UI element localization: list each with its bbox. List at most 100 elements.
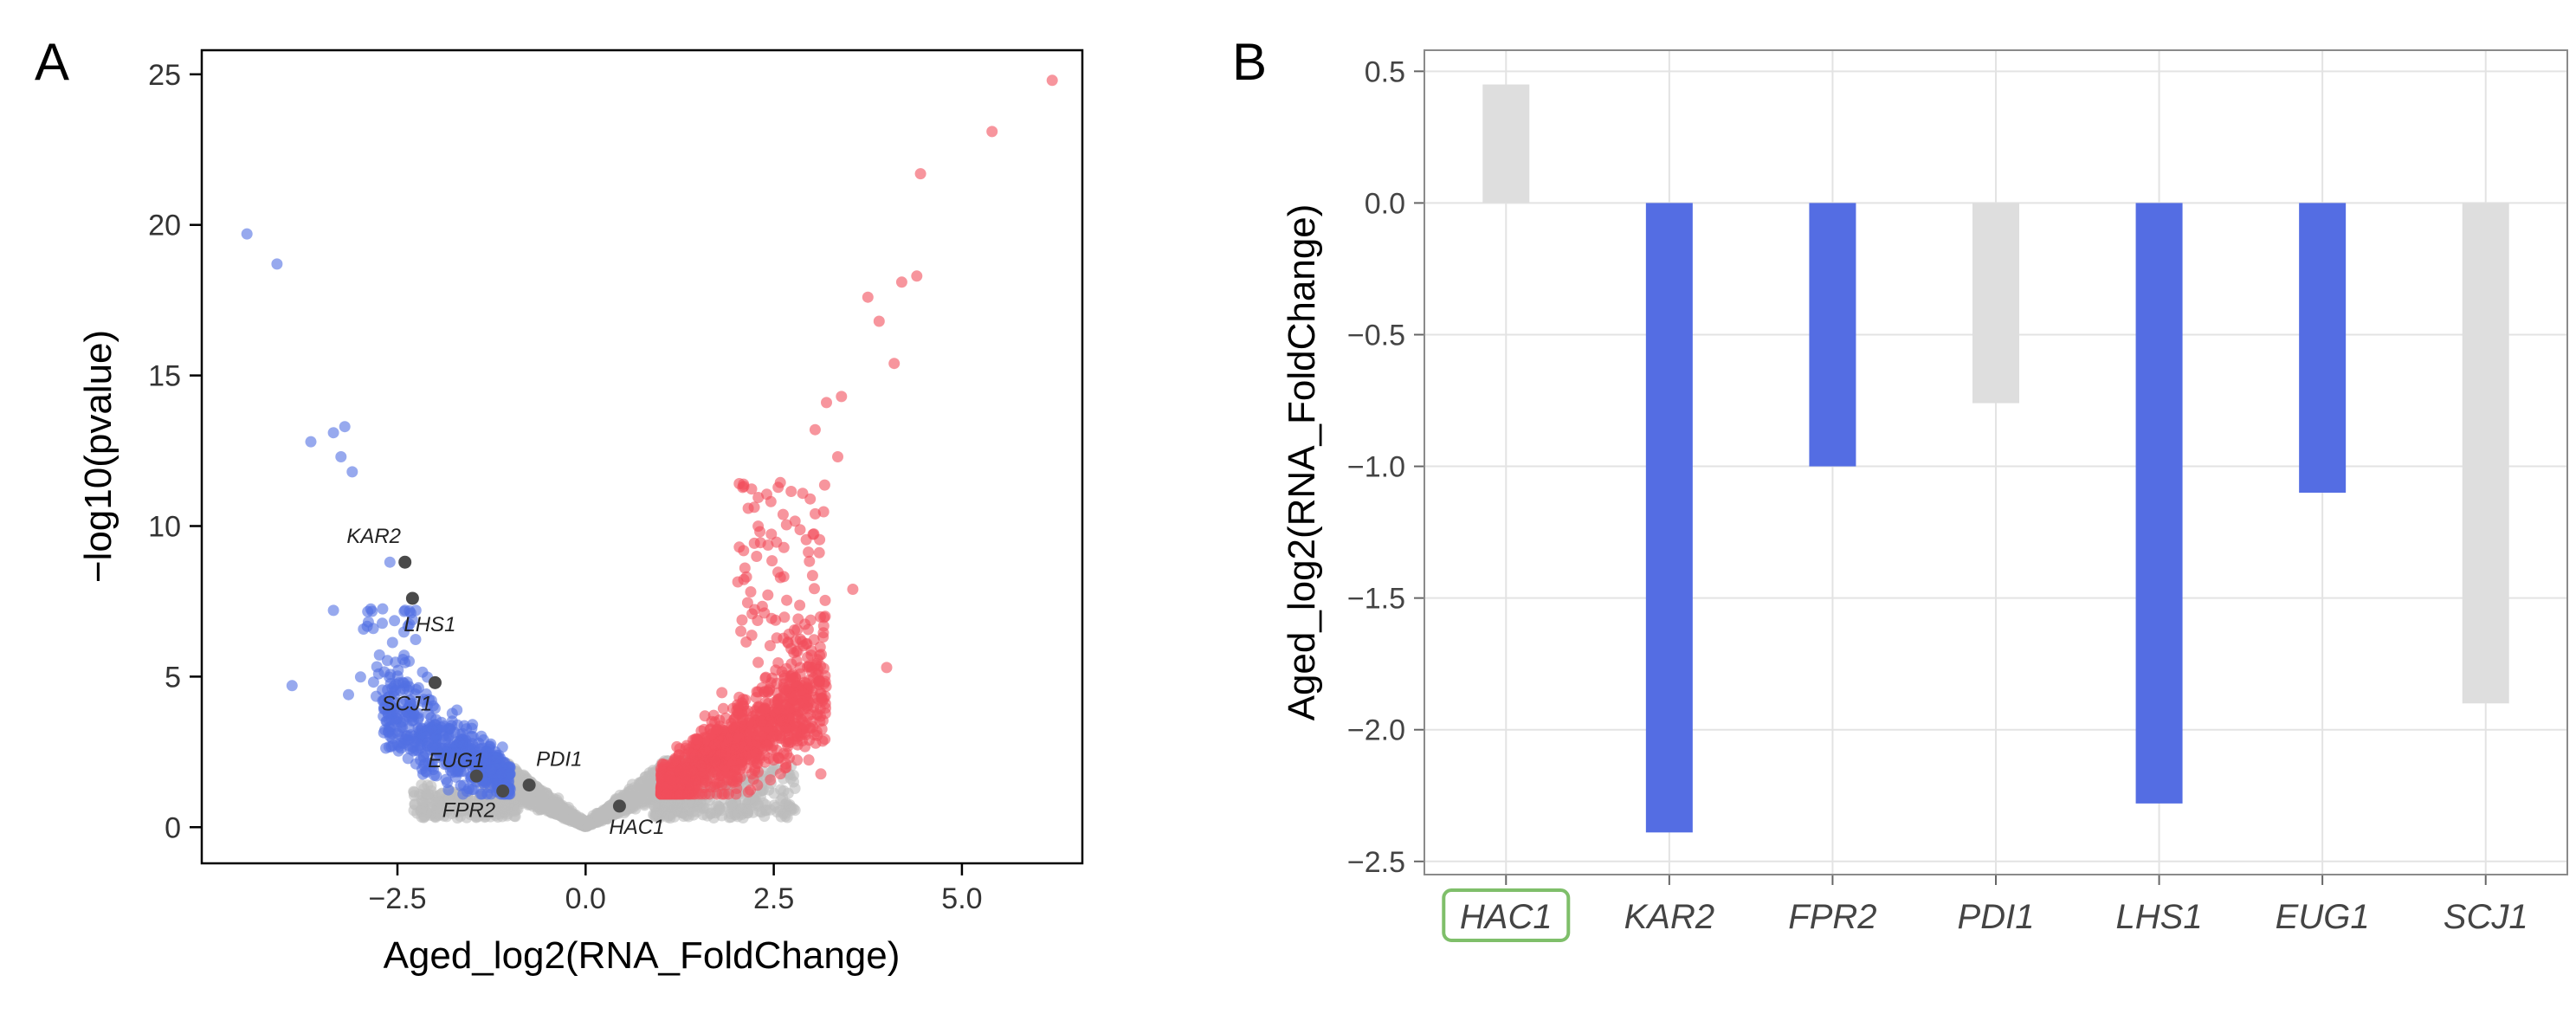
volcano-point-up (814, 641, 826, 653)
bar-chart-bars (1482, 84, 2509, 833)
volcano-point-up (821, 397, 832, 409)
volcano-point-up (766, 555, 778, 567)
volcano-point-ns (512, 803, 524, 815)
bar-chart-x-tick-label: HAC1 (1460, 898, 1553, 936)
volcano-point-up (873, 315, 885, 327)
bar-chart-frame (1424, 49, 2568, 875)
volcano-point-up (689, 751, 701, 763)
volcano-point-down (422, 737, 434, 749)
volcano-point-down (481, 788, 494, 800)
volcano-point-up (754, 537, 766, 549)
volcano-point-up (800, 533, 812, 546)
volcano-point-down (437, 731, 449, 742)
bar-chart-x-ticks: HAC1 KAR2 FPR2 PDI1 LHS1 EUG1 SCJ1 (1442, 875, 2528, 942)
volcano-point-up (765, 774, 777, 786)
volcano-point-up (716, 687, 728, 699)
volcano-point-down (457, 788, 469, 800)
volcano-point-down (367, 676, 379, 688)
volcano-point-down (327, 427, 339, 439)
volcano-y-tick-label: 15 (148, 360, 181, 393)
volcano-gene-label-hac1: HAC1 (609, 816, 664, 839)
volcano-point-up (761, 488, 772, 501)
volcano-point-up (671, 740, 683, 752)
volcano-point-up (753, 701, 765, 714)
volcano-point-up (763, 752, 775, 765)
volcano-highlight-point-scj1 (428, 675, 442, 689)
volcano-point-up (752, 615, 764, 626)
volcano-point-up (815, 768, 827, 780)
volcano-point-up (719, 760, 731, 772)
volcano-point-up (764, 640, 776, 652)
volcano-point-up (772, 481, 784, 494)
volcano-point-down (442, 749, 454, 761)
bar-chart-x-tick-label: LHS1 (2116, 898, 2203, 936)
volcano-point-up (800, 638, 812, 650)
volcano-point-up (717, 702, 729, 714)
volcano-point-down (485, 764, 497, 776)
volcano-point-up (720, 712, 732, 724)
volcano-y-tick-label: 25 (148, 59, 181, 92)
volcano-point-down (388, 681, 400, 692)
volcano-point-up (765, 528, 778, 540)
volcano-point-up (736, 614, 748, 626)
volcano-point-up (694, 759, 707, 772)
volcano-point-down (402, 752, 414, 765)
volcano-point-down (426, 725, 438, 736)
volcano-point-up (733, 541, 746, 553)
bar-chart-y-tick-label: 0.5 (1365, 55, 1405, 88)
volcano-point-up (795, 684, 807, 696)
volcano-point-up (746, 746, 759, 759)
volcano-point-down (335, 451, 347, 462)
volcano-point-ns (781, 811, 793, 823)
volcano-point-up (914, 168, 926, 180)
volcano-point-ns (711, 799, 723, 811)
volcano-point-ns (416, 797, 429, 809)
bar-chart-y-tick-label: −1.5 (1347, 583, 1405, 616)
panel-a-label: A (35, 33, 69, 91)
volcano-point-ns (726, 800, 738, 812)
volcano-point-down (455, 737, 468, 749)
volcano-highlighted-genes: KAR2 LHS1 SCJ1 EUG1 PDI1 FPR2 HAC1 (346, 525, 664, 839)
volcano-point-down (430, 714, 442, 726)
volcano-point-up (772, 566, 784, 578)
volcano-point-ns (649, 800, 661, 812)
volcano-point-down (372, 668, 384, 680)
volcano-point-up (819, 610, 831, 623)
volcano-point-up (794, 524, 806, 536)
volcano-point-down (437, 720, 449, 732)
volcano-point-down (339, 421, 351, 433)
volcano-point-up (732, 701, 744, 714)
volcano-point-down (410, 683, 423, 695)
volcano-point-down (286, 680, 298, 692)
volcano-point-up (679, 748, 691, 760)
volcano-point-up (759, 686, 771, 698)
volcano-x-tick-label: 2.5 (753, 882, 794, 915)
volcano-point-up (791, 727, 803, 739)
bar-kar2 (1645, 203, 1693, 833)
volcano-point-up (735, 757, 747, 768)
bar-chart-y-ticks: 0.5 0.0 −0.5 −1.0 −1.5 −2.0 −2.5 (1347, 55, 1424, 879)
volcano-point-up (785, 658, 797, 670)
bar-chart-y-tick-label: −0.5 (1347, 319, 1405, 352)
volcano-point-up (778, 611, 791, 623)
volcano-point-up (811, 654, 823, 666)
volcano-point-down (410, 634, 422, 645)
volcano-point-up (778, 541, 790, 553)
volcano-point-up (766, 672, 778, 684)
volcano-point-up (772, 707, 784, 719)
volcano-point-up (803, 754, 815, 766)
volcano-highlight-point-kar2 (398, 555, 412, 569)
volcano-point-down (458, 720, 470, 732)
bar-lhs1 (2135, 203, 2183, 804)
bar-chart-y-axis-title: Aged_log2(RNA_FoldChange) (1281, 204, 1323, 721)
volcano-point-ns (408, 790, 420, 802)
volcano-point-up (685, 778, 697, 791)
volcano-point-down (371, 690, 382, 702)
volcano-point-down (423, 757, 435, 769)
volcano-x-axis-title: Aged_log2(RNA_FoldChange) (384, 934, 901, 977)
volcano-point-down (384, 671, 396, 683)
volcano-point-up (699, 710, 711, 722)
volcano-point-down (416, 666, 429, 678)
volcano-point-ns (481, 800, 493, 811)
volcano-point-ns (750, 795, 762, 806)
